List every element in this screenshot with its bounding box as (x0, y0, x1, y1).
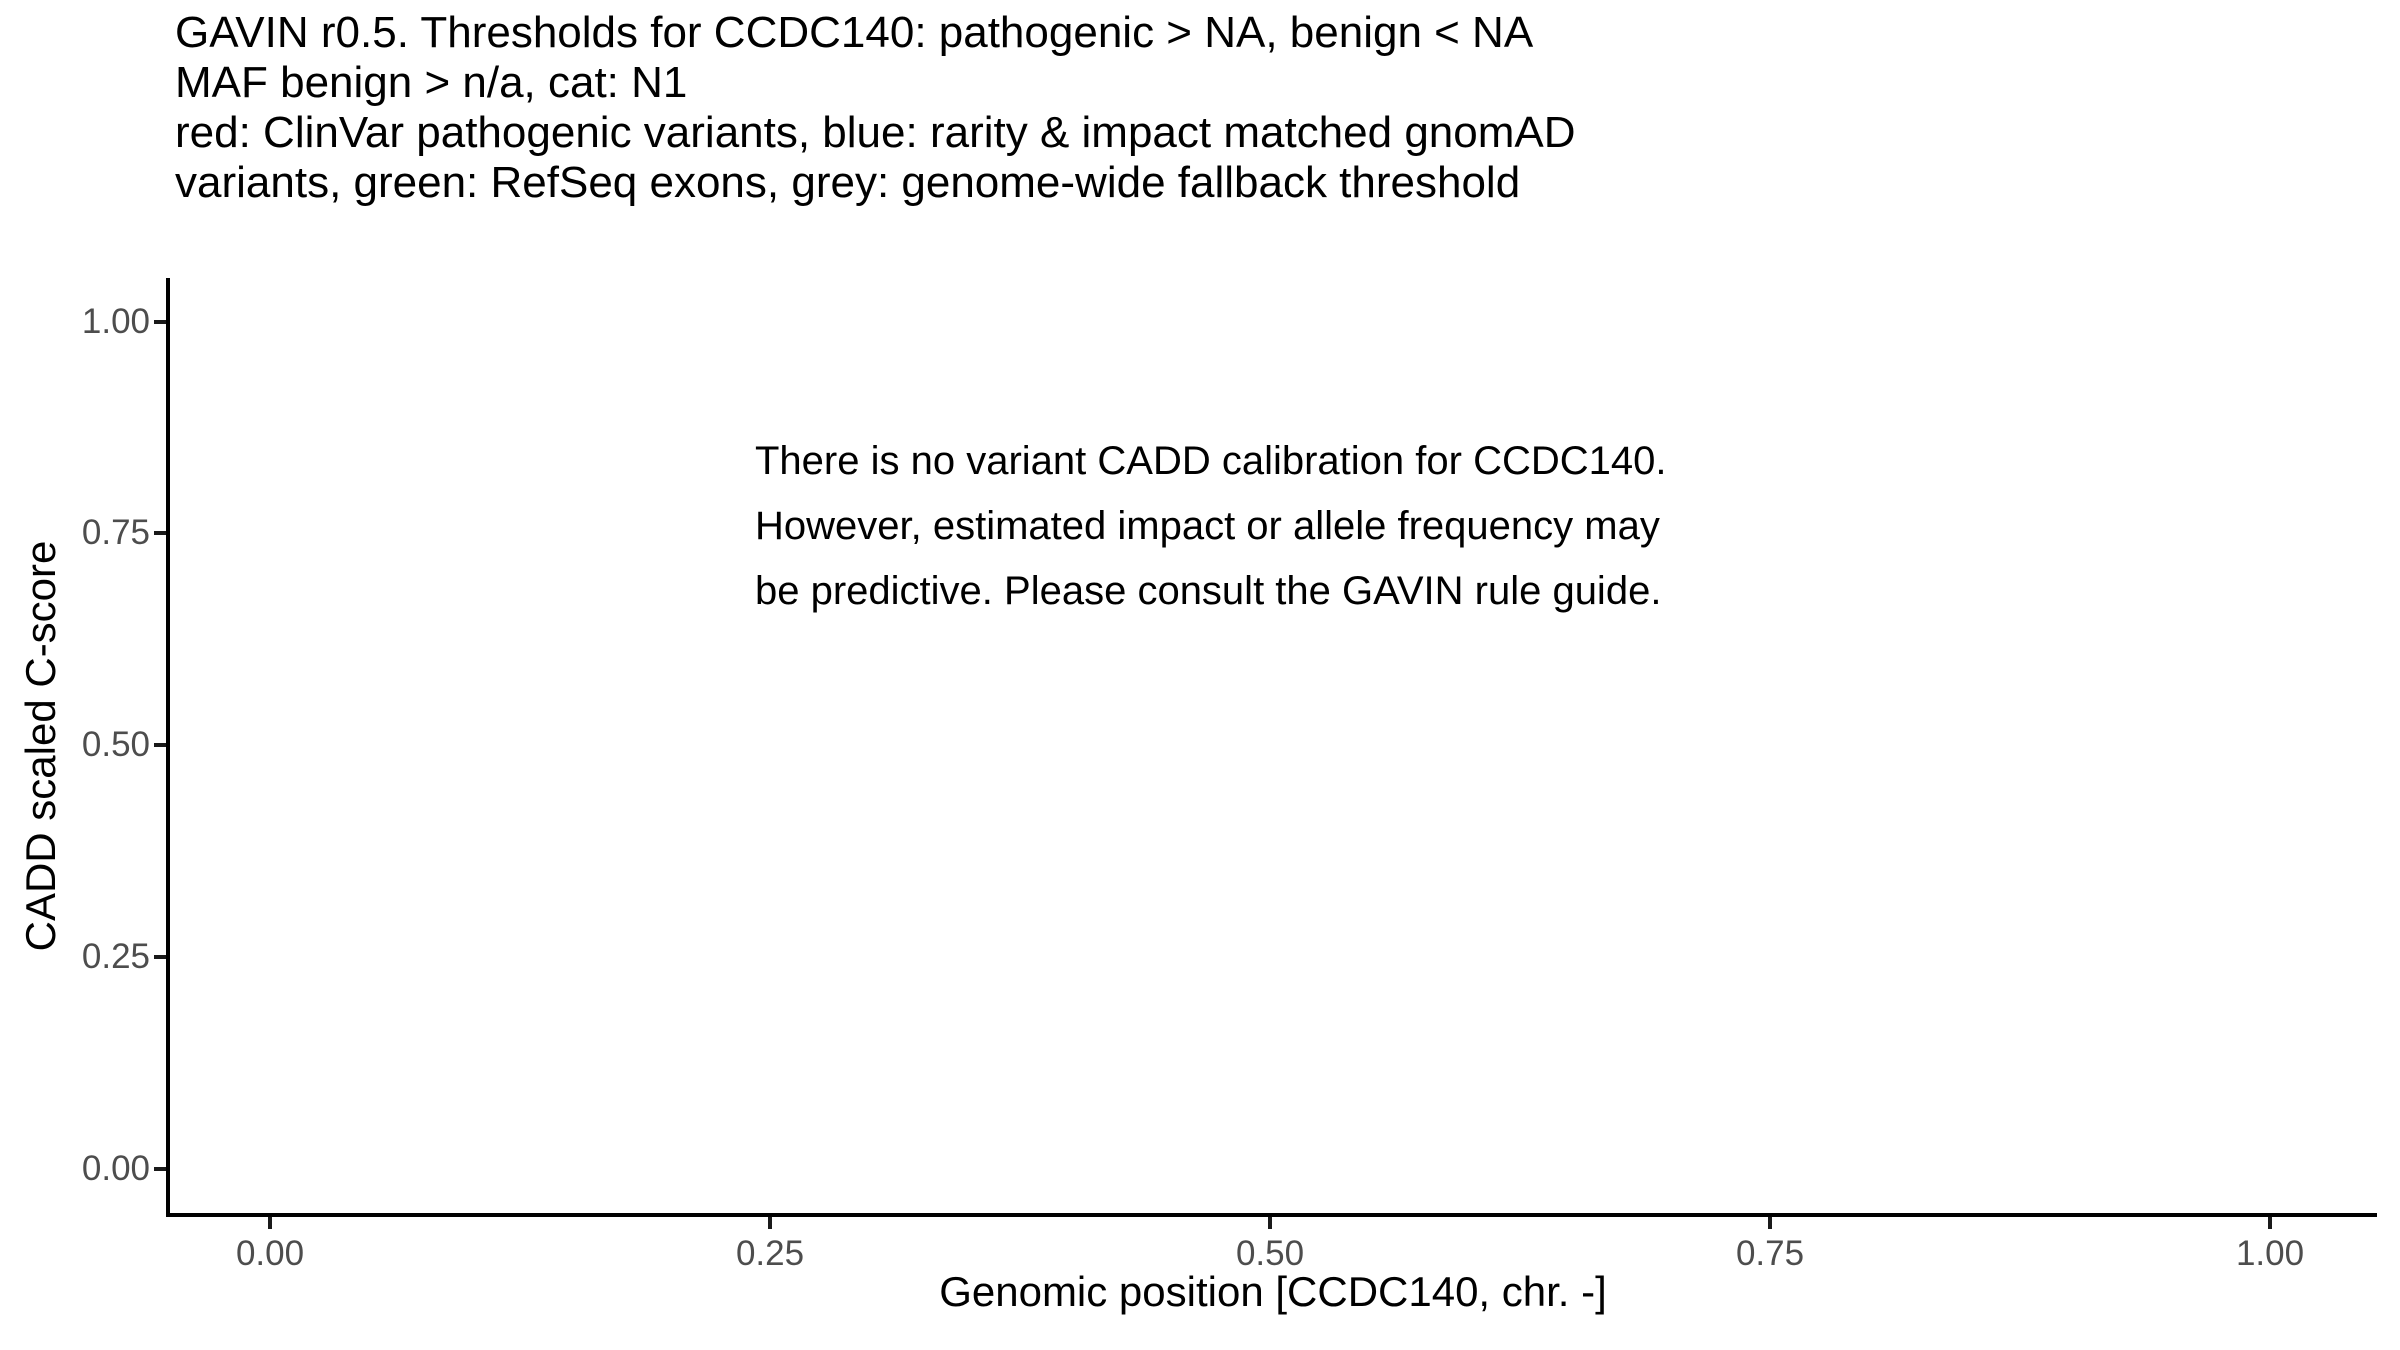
x-tick-label: 1.00 (2235, 1234, 2305, 1273)
x-tick-label: 0.75 (1735, 1234, 1805, 1273)
plot-panel (166, 278, 2377, 1217)
annotation-line-1: There is no variant CADD calibration for… (755, 439, 1667, 483)
plot-title-line-1: GAVIN r0.5. Thresholds for CCDC140: path… (175, 8, 1534, 57)
x-tick-mark (768, 1217, 772, 1229)
annotation-line-2: However, estimated impact or allele freq… (755, 504, 1660, 548)
y-tick-mark (154, 531, 166, 535)
y-axis-title: CADD scaled C-score (17, 540, 64, 952)
x-axis-title: Genomic position [CCDC140, chr. -] (939, 1268, 1607, 1315)
plot-title-line-3: red: ClinVar pathogenic variants, blue: … (175, 108, 1576, 157)
x-tick-label: 0.00 (235, 1234, 305, 1273)
y-tick-mark (154, 320, 166, 324)
x-tick-label: 0.25 (735, 1234, 805, 1273)
plot-title-line-2: MAF benign > n/a, cat: N1 (175, 58, 688, 107)
y-tick-mark (154, 1167, 166, 1171)
y-tick-label: 0.75 (81, 513, 150, 552)
x-tick-mark (2268, 1217, 2272, 1229)
y-tick-label: 0.00 (81, 1149, 150, 1188)
y-tick-label: 1.00 (81, 302, 150, 341)
plot-title-line-4: variants, green: RefSeq exons, grey: gen… (175, 158, 1521, 207)
x-tick-mark (1768, 1217, 1772, 1229)
x-tick-mark (268, 1217, 272, 1229)
no-calibration-annotation: There is no variant CADD calibration for… (755, 429, 1666, 624)
y-tick-mark (154, 955, 166, 959)
annotation-line-3: be predictive. Please consult the GAVIN … (755, 569, 1662, 613)
plot-title: GAVIN r0.5. Thresholds for CCDC140: path… (175, 8, 1576, 208)
x-tick-label: 0.50 (1235, 1234, 1305, 1273)
x-tick-mark (1268, 1217, 1272, 1229)
y-tick-mark (154, 743, 166, 747)
y-tick-label: 0.25 (81, 937, 150, 976)
y-tick-label: 0.50 (81, 725, 150, 764)
